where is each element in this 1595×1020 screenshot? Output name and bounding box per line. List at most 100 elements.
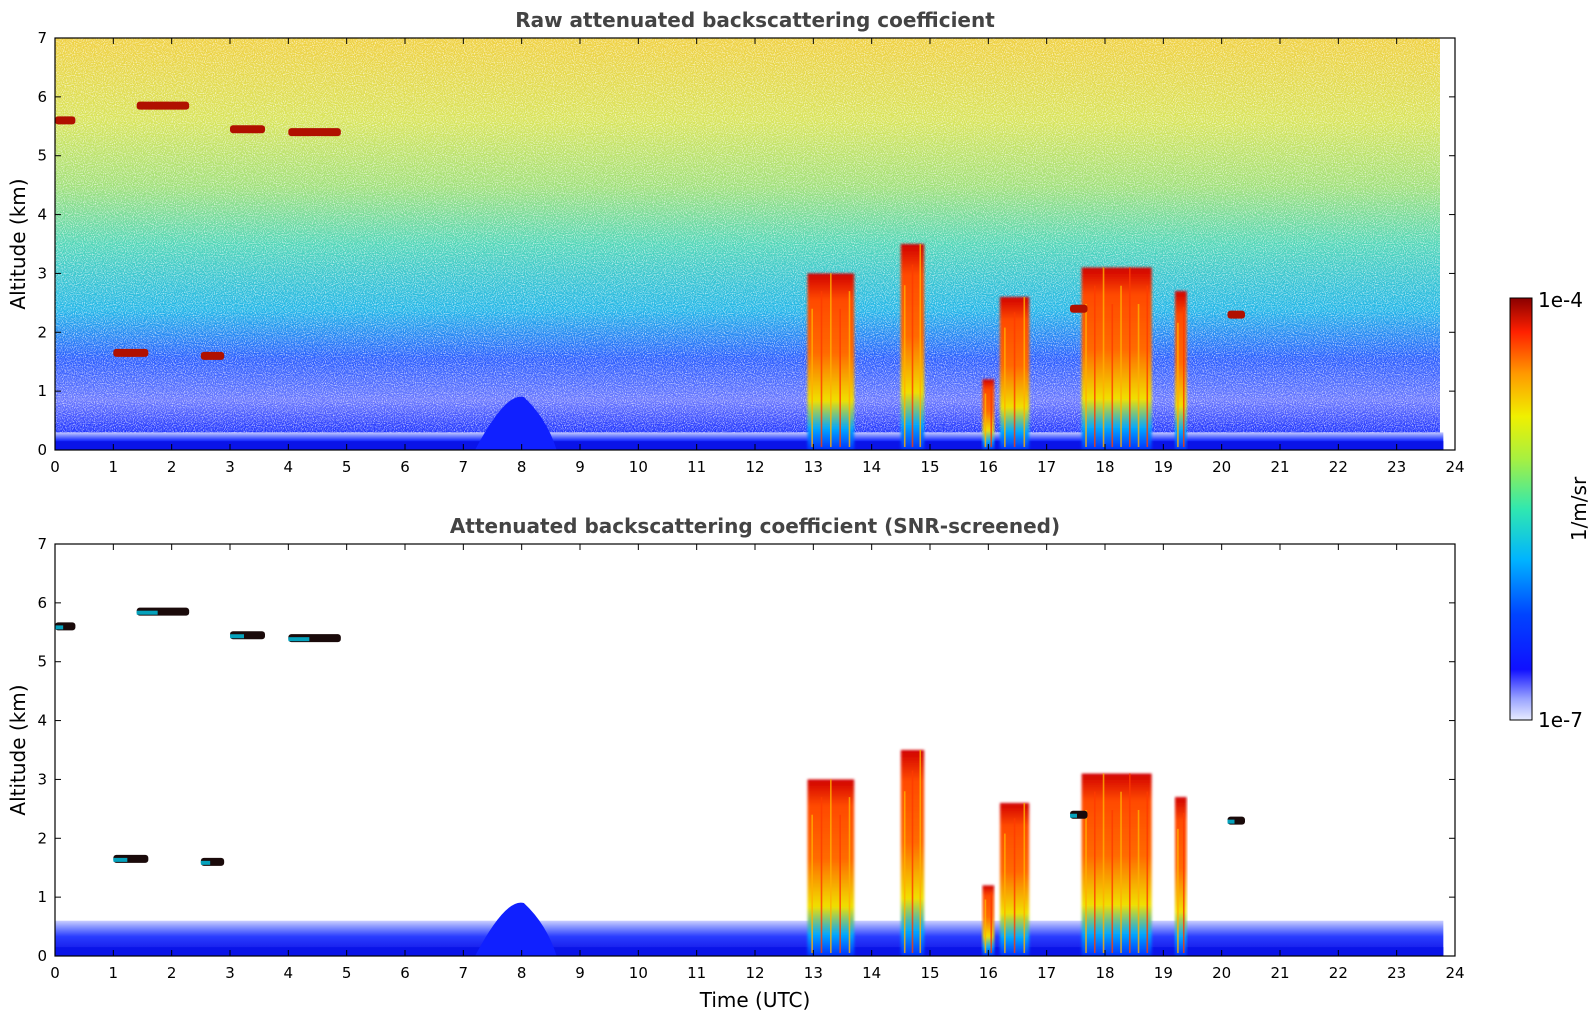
x-tick-label: 11 xyxy=(687,964,706,982)
cloud-layer xyxy=(113,348,149,357)
x-tick-label: 17 xyxy=(1037,458,1056,476)
y-tick-label: 7 xyxy=(37,535,47,553)
x-tick-label: 9 xyxy=(575,964,585,982)
x-tick-label: 18 xyxy=(1095,458,1114,476)
cloud-layer-edge xyxy=(1070,813,1077,818)
x-tick-label: 10 xyxy=(629,458,648,476)
y-axis-label: Altitude (km) xyxy=(6,178,30,309)
aerosol-layer xyxy=(475,902,557,956)
cloud-column xyxy=(1175,291,1187,450)
screened-backscatter-heatmap xyxy=(55,544,1455,956)
x-tick-label: 23 xyxy=(1387,458,1406,476)
x-tick-label: 0 xyxy=(50,458,60,476)
background xyxy=(55,544,1455,956)
cloud-layer xyxy=(55,116,76,125)
cloud-layer xyxy=(288,128,341,137)
y-axis-label: Altitude (km) xyxy=(6,684,30,815)
chart-title: Attenuated backscattering coefficient (S… xyxy=(450,514,1060,538)
x-tick-label: 13 xyxy=(804,964,823,982)
y-tick-label: 4 xyxy=(37,206,47,224)
x-tick-label: 19 xyxy=(1154,964,1173,982)
x-tick-label: 4 xyxy=(284,458,294,476)
x-tick-label: 8 xyxy=(517,964,527,982)
x-tick-label: 8 xyxy=(517,458,527,476)
raw-backscatter-heatmap xyxy=(55,38,1455,450)
y-tick-label: 0 xyxy=(37,947,47,965)
x-tick-label: 21 xyxy=(1270,964,1289,982)
x-tick-label: 20 xyxy=(1212,964,1231,982)
x-tick-label: 19 xyxy=(1154,458,1173,476)
cloud-column xyxy=(982,885,995,956)
x-tick-label: 16 xyxy=(979,964,998,982)
y-tick-label: 2 xyxy=(37,323,47,341)
x-tick-label: 5 xyxy=(342,458,352,476)
colorbar-unit-label: 1/m/sr xyxy=(1567,476,1591,541)
x-axis-label: Time (UTC) xyxy=(699,988,811,1012)
x-tick-label: 17 xyxy=(1037,964,1056,982)
x-tick-label: 1 xyxy=(109,458,119,476)
y-tick-label: 1 xyxy=(37,888,47,906)
y-tick-label: 6 xyxy=(37,594,47,612)
x-tick-label: 5 xyxy=(342,964,352,982)
y-tick-label: 3 xyxy=(37,264,47,282)
boundary-layer-core xyxy=(55,441,1444,450)
y-tick-label: 7 xyxy=(37,29,47,47)
cloud-layer-edge xyxy=(230,634,244,639)
x-tick-label: 2 xyxy=(167,964,177,982)
x-tick-label: 24 xyxy=(1445,964,1464,982)
axes: 0 1 2 3 4 5 6 7 8 9 10 11 12 13 14 15 16 17 18 19 20 21 22 23 24… xyxy=(37,535,1464,982)
x-tick-label: 3 xyxy=(225,458,235,476)
cloud-column xyxy=(1081,773,1152,956)
x-tick-label: 3 xyxy=(225,964,235,982)
x-tick-label: 20 xyxy=(1212,458,1231,476)
cloud-layer-edge xyxy=(1227,819,1235,824)
x-tick-label: 2 xyxy=(167,458,177,476)
x-tick-label: 22 xyxy=(1329,458,1348,476)
x-tick-label: 18 xyxy=(1095,964,1114,982)
x-tick-label: 16 xyxy=(979,458,998,476)
x-tick-label: 7 xyxy=(459,964,469,982)
x-tick-label: 15 xyxy=(920,458,939,476)
x-tick-label: 23 xyxy=(1387,964,1406,982)
x-tick-label: 0 xyxy=(50,964,60,982)
cloud-layer xyxy=(1227,310,1245,319)
colorbar-min-label: 1e-7 xyxy=(1538,708,1583,732)
x-tick-label: 22 xyxy=(1329,964,1348,982)
x-tick-label: 6 xyxy=(400,458,410,476)
colorbar: 1e-4 1e-7 1/m/sr xyxy=(1509,288,1591,732)
cloud-layer-edge xyxy=(288,637,310,642)
feature-layer xyxy=(55,607,1444,956)
x-tick-label: 4 xyxy=(284,964,294,982)
x-tick-label: 7 xyxy=(459,458,469,476)
cloud-layer xyxy=(136,101,190,110)
x-tick-label: 21 xyxy=(1270,458,1289,476)
x-tick-label: 13 xyxy=(804,458,823,476)
y-tick-label: 6 xyxy=(37,88,47,106)
cloud-layer xyxy=(1070,304,1088,313)
x-tick-label: 12 xyxy=(745,458,764,476)
cloud-column xyxy=(1175,797,1187,956)
screened-backscatter-panel: Attenuated backscattering coefficient (S… xyxy=(6,514,1465,1012)
y-tick-label: 3 xyxy=(37,770,47,788)
x-tick-label: 11 xyxy=(687,458,706,476)
cloud-layer-edge xyxy=(136,610,158,615)
y-tick-label: 5 xyxy=(37,653,47,671)
aerosol-layer xyxy=(475,396,557,450)
cloud-layer-edge xyxy=(55,625,64,630)
y-tick-label: 2 xyxy=(37,829,47,847)
noise-speckle xyxy=(55,38,1455,450)
x-tick-label: 10 xyxy=(629,964,648,982)
colorbar-gradient xyxy=(1509,297,1533,721)
x-tick-label: 14 xyxy=(862,458,881,476)
cloud-layer-edge xyxy=(200,860,211,865)
boundary-layer-core xyxy=(55,947,1444,956)
cloud-layer-edge xyxy=(113,857,128,862)
x-tick-label: 14 xyxy=(862,964,881,982)
x-tick-label: 15 xyxy=(920,964,939,982)
cloud-column xyxy=(1081,267,1152,450)
x-tick-label: 1 xyxy=(109,964,119,982)
cloud-layer xyxy=(200,351,225,360)
cloud-column xyxy=(982,379,995,450)
x-tick-label: 9 xyxy=(575,458,585,476)
